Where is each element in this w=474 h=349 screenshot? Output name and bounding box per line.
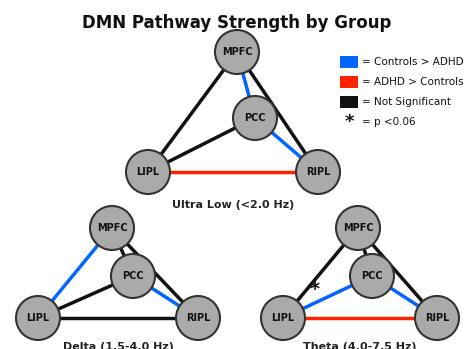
Circle shape — [415, 296, 459, 340]
Text: LIPL: LIPL — [272, 313, 294, 323]
Text: PCC: PCC — [122, 271, 144, 281]
Text: Delta (1.5-4.0 Hz): Delta (1.5-4.0 Hz) — [63, 342, 173, 349]
Circle shape — [111, 254, 155, 298]
Circle shape — [350, 254, 394, 298]
Text: MPFC: MPFC — [97, 223, 128, 233]
Text: MPFC: MPFC — [343, 223, 374, 233]
Circle shape — [90, 206, 134, 250]
Text: DMN Pathway Strength by Group: DMN Pathway Strength by Group — [82, 14, 392, 32]
Text: LIPL: LIPL — [137, 167, 160, 177]
Circle shape — [176, 296, 220, 340]
Circle shape — [296, 150, 340, 194]
Bar — [340, 76, 358, 88]
Circle shape — [233, 96, 277, 140]
Text: = Controls > ADHD: = Controls > ADHD — [362, 57, 464, 67]
Bar — [340, 56, 358, 68]
Text: PCC: PCC — [361, 271, 383, 281]
Text: Theta (4.0-7.5 Hz): Theta (4.0-7.5 Hz) — [303, 342, 417, 349]
Text: RIPL: RIPL — [186, 313, 210, 323]
Text: = p <0.06: = p <0.06 — [362, 117, 416, 127]
Text: RIPL: RIPL — [425, 313, 449, 323]
Bar — [340, 96, 358, 108]
Circle shape — [336, 206, 380, 250]
Text: *: * — [310, 281, 320, 299]
Circle shape — [215, 30, 259, 74]
Text: = ADHD > Controls: = ADHD > Controls — [362, 77, 464, 87]
Text: = Not Significant: = Not Significant — [362, 97, 451, 107]
Text: PCC: PCC — [244, 113, 266, 123]
Circle shape — [126, 150, 170, 194]
Circle shape — [261, 296, 305, 340]
Text: RIPL: RIPL — [306, 167, 330, 177]
Text: MPFC: MPFC — [222, 47, 252, 57]
Text: *: * — [344, 113, 354, 131]
Circle shape — [16, 296, 60, 340]
Text: LIPL: LIPL — [27, 313, 50, 323]
Text: Ultra Low (<2.0 Hz): Ultra Low (<2.0 Hz) — [172, 200, 294, 210]
